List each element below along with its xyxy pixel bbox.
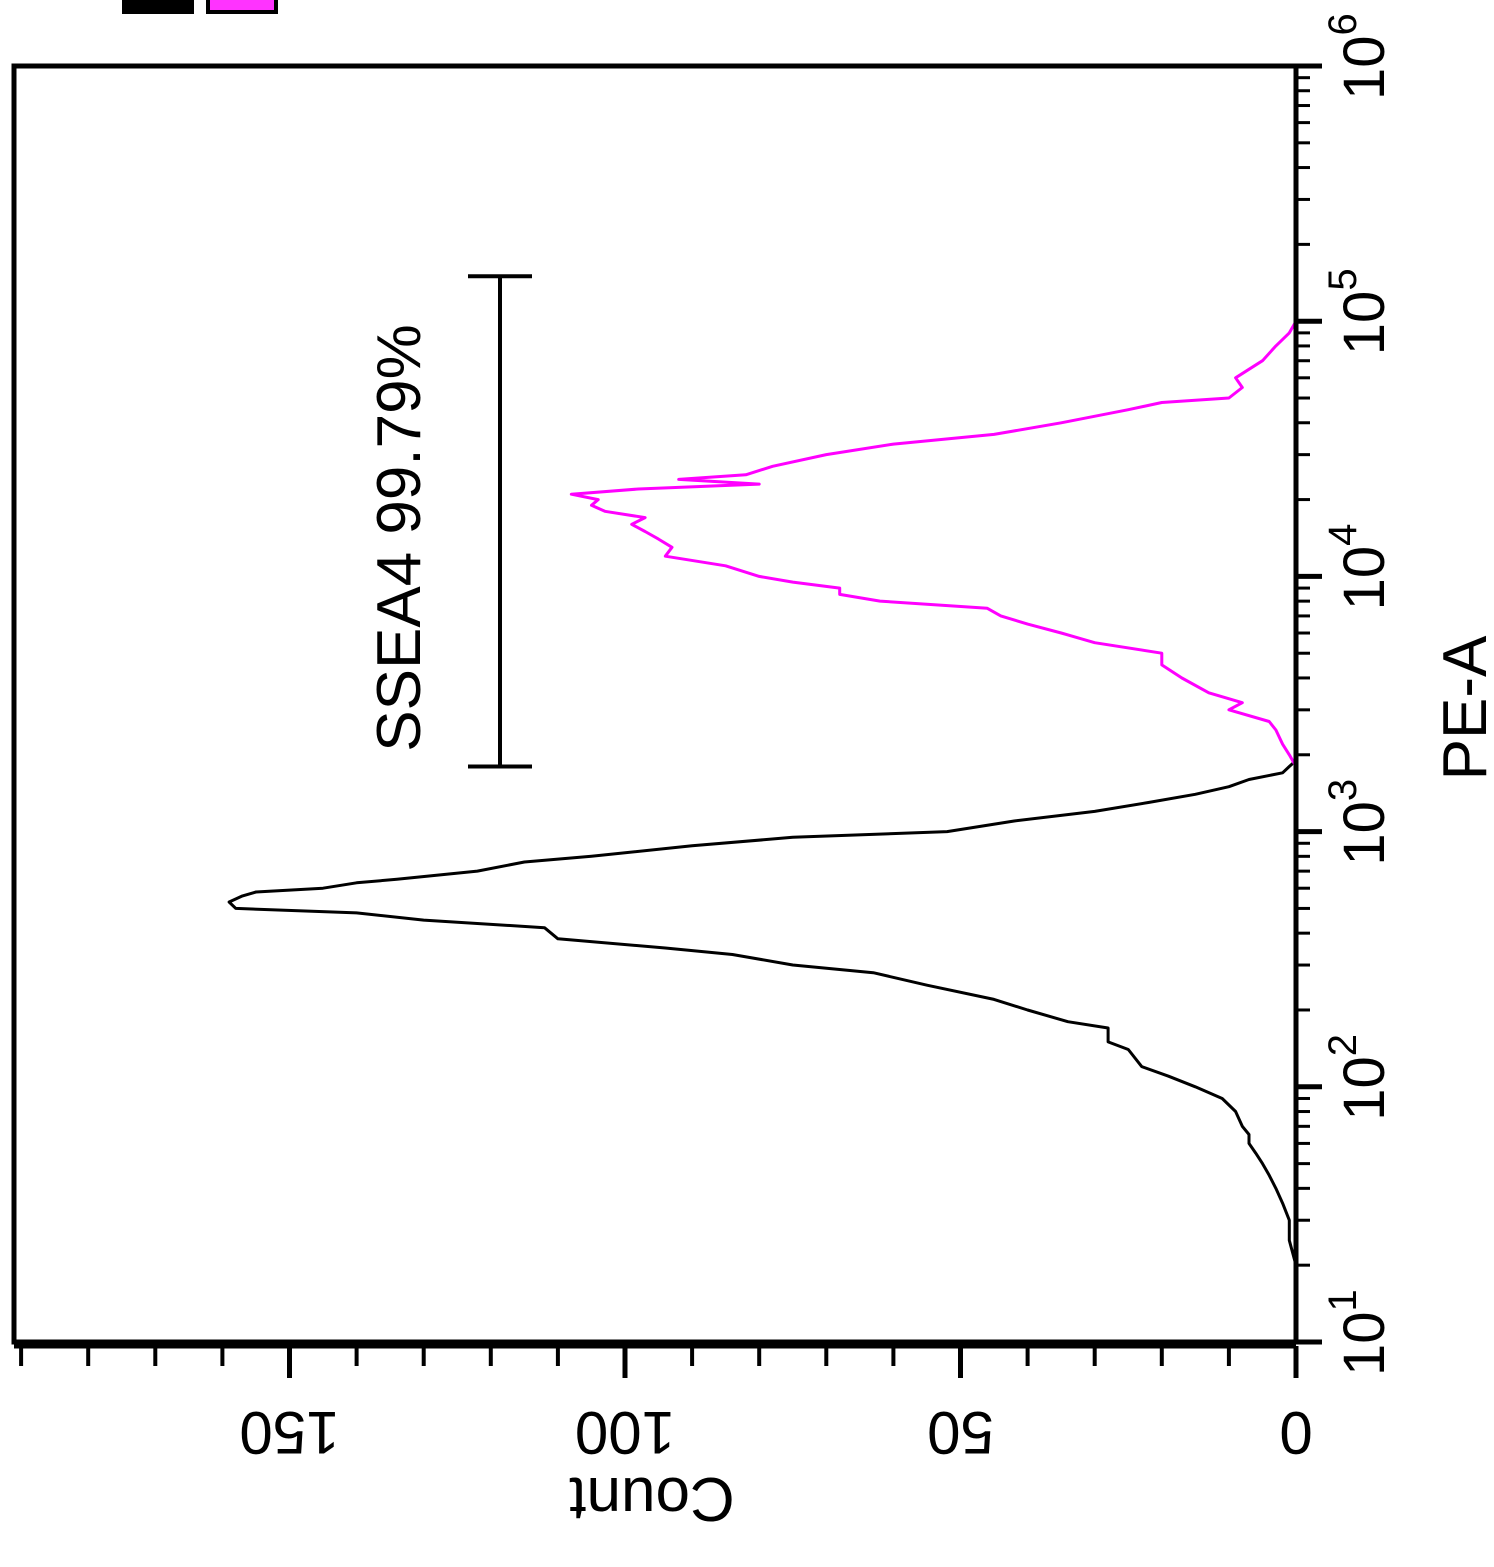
x-tick-base: 10 bbox=[1332, 291, 1397, 356]
legend-swatch bbox=[206, 0, 278, 14]
x-tick-exponent: 2 bbox=[1321, 1034, 1365, 1056]
y-axis-label: Count bbox=[569, 1464, 734, 1533]
x-tick-base: 10 bbox=[1332, 1056, 1397, 1121]
x-tick-label: 104 bbox=[1321, 524, 1397, 611]
x-tick-label: 105 bbox=[1321, 268, 1397, 355]
gate-layer: SSEA4 99.79% bbox=[365, 274, 532, 769]
y-tick-label: 0 bbox=[1279, 1399, 1312, 1466]
y-tick-label: 100 bbox=[575, 1399, 675, 1466]
legend bbox=[122, 0, 278, 14]
x-axis-label: PE-A bbox=[1431, 635, 1494, 780]
y-tick-label: 150 bbox=[239, 1399, 339, 1466]
x-tick-exponent: 1 bbox=[1321, 1289, 1365, 1311]
series-line-1 bbox=[569, 320, 1298, 768]
legend-swatch bbox=[122, 0, 194, 14]
x-tick-label: 102 bbox=[1321, 1034, 1397, 1121]
y-tick-label: 50 bbox=[927, 1399, 994, 1466]
x-tick-exponent: 6 bbox=[1321, 13, 1365, 35]
x-tick-base: 10 bbox=[1332, 1311, 1397, 1376]
x-tick-label: 106 bbox=[1321, 13, 1397, 100]
x-tick-label: 101 bbox=[1321, 1289, 1397, 1376]
y-axis: 0 50 100 150 Count bbox=[14, 1343, 1313, 1533]
series-layer bbox=[227, 320, 1298, 1266]
x-tick-base: 10 bbox=[1332, 35, 1397, 100]
x-tick-base: 10 bbox=[1332, 801, 1397, 866]
x-tick-exponent: 3 bbox=[1321, 779, 1365, 801]
x-tick-base: 10 bbox=[1332, 546, 1397, 611]
plot-frame bbox=[11, 63, 1299, 1345]
x-tick-exponent: 4 bbox=[1321, 524, 1365, 546]
x-tick-label: 103 bbox=[1321, 779, 1397, 866]
gate-label: SSEA4 99.79% bbox=[365, 324, 434, 751]
x-tick-exponent: 5 bbox=[1321, 268, 1365, 290]
series-line-0 bbox=[227, 754, 1298, 1266]
